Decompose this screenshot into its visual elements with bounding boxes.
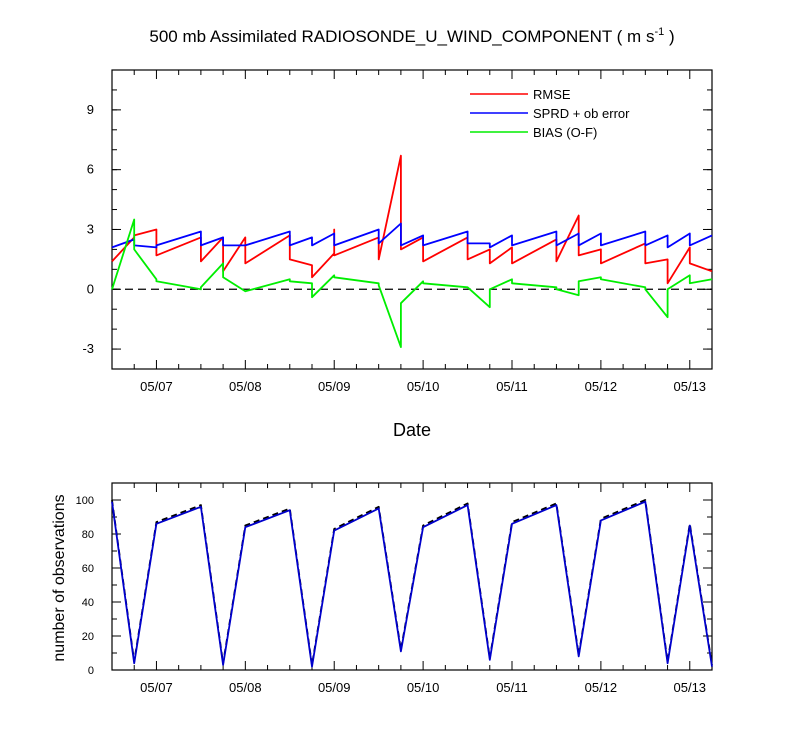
x-tick-label: 05/10 — [407, 379, 440, 394]
x-tick-label: 05/13 — [674, 379, 707, 394]
x-tick-label: 05/08 — [229, 379, 262, 394]
chart-title: 500 mb Assimilated RADIOSONDE_U_WIND_COM… — [149, 26, 674, 46]
y-tick-label: 6 — [87, 162, 94, 177]
legend: RMSE SPRD + ob error BIAS (O-F) — [470, 87, 630, 140]
plot-frame — [111, 482, 713, 671]
x-tick-label: 05/09 — [318, 680, 351, 695]
x-tick-label: 05/11 — [496, 379, 528, 394]
x-tick-label: 05/13 — [674, 680, 707, 695]
y-tick-label: 20 — [82, 631, 94, 643]
plot-frame — [111, 69, 713, 370]
y-tick-label: 0 — [87, 281, 94, 296]
y-tick-label: 9 — [87, 102, 94, 117]
series-line-bias-o-f — [111, 218, 713, 349]
top-plot-area: 05/07 05/08 05/09 05/10 05/11 05/12 05/13 -3 0 3 6… — [82, 69, 713, 394]
x-tick-label: 05/12 — [585, 680, 618, 695]
series-line-sprd-ob-error — [111, 222, 713, 249]
x-axis-label: Date — [393, 420, 431, 440]
legend-label-rmse: RMSE — [533, 87, 571, 102]
y-tick-label: 40 — [82, 597, 94, 609]
x-tick-label: 05/08 — [229, 680, 262, 695]
y-tick-label: -3 — [82, 341, 94, 356]
x-tick-label: 05/09 — [318, 379, 351, 394]
series-line-observations-possible — [111, 499, 713, 666]
chart-title-close: ) — [664, 27, 674, 46]
y-tick-label: 0 — [88, 665, 94, 677]
y-tick-label: 60 — [82, 563, 94, 575]
legend-label-bias: BIAS (O-F) — [533, 125, 597, 140]
x-tick-label: 05/12 — [585, 379, 618, 394]
bottom-plot-area: 05/07 05/08 05/09 05/10 05/11 05/12 05/13 0 20 40… — [76, 482, 713, 695]
x-tick-label: 05/07 — [140, 680, 173, 695]
legend-label-sprd: SPRD + ob error — [533, 106, 630, 121]
x-tick-label: 05/11 — [496, 680, 528, 695]
x-tick-label: 05/10 — [407, 680, 440, 695]
chart-title-superscript: -1 — [654, 26, 664, 38]
x-tick-label: 05/07 — [140, 379, 173, 394]
y-tick-label: 80 — [82, 529, 94, 541]
y-tick-label: 3 — [87, 221, 94, 236]
y-tick-label: 100 — [76, 495, 94, 507]
chart-title-main: 500 mb Assimilated RADIOSONDE_U_WIND_COM… — [149, 27, 654, 46]
series-line-observations-assimilated — [111, 500, 713, 668]
series-line-rmse — [111, 154, 713, 285]
y-axis-label-observations: number of observations — [51, 494, 68, 661]
